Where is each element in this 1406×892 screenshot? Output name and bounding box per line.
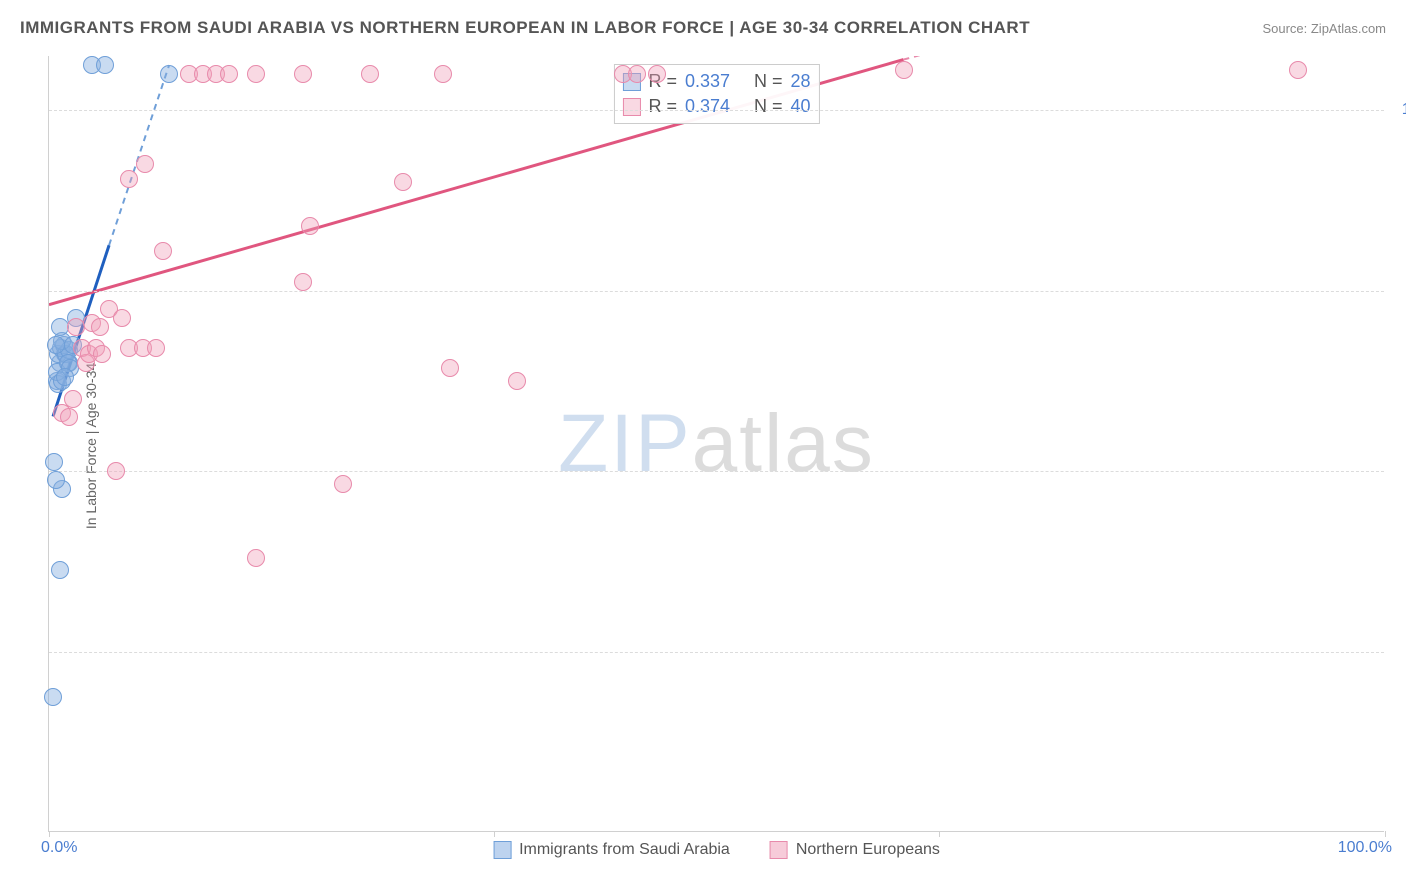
data-point-neuro [60,408,78,426]
data-point-neuro [120,170,138,188]
data-point-saudi [47,471,65,489]
trend-lines-svg [49,56,1384,831]
legend-n-value: 28 [791,71,811,92]
data-point-neuro [93,345,111,363]
data-point-neuro [294,65,312,83]
data-point-saudi [45,453,63,471]
data-point-neuro [113,309,131,327]
trend-dash-neuro [903,56,1384,60]
legend-swatch [493,841,511,859]
data-point-saudi [96,56,114,74]
data-point-neuro [220,65,238,83]
data-point-saudi [56,368,74,386]
bottom-legend-label: Northern Europeans [796,841,940,859]
gridline-h [49,652,1384,653]
data-point-neuro [64,390,82,408]
chart-title: IMMIGRANTS FROM SAUDI ARABIA VS NORTHERN… [20,18,1030,38]
gridline-h [49,471,1384,472]
bottom-legend-item: Northern Europeans [770,841,940,859]
data-point-neuro [895,61,913,79]
data-point-neuro [301,217,319,235]
data-point-neuro [136,155,154,173]
data-point-saudi [47,336,65,354]
data-point-neuro [648,65,666,83]
legend-r-label: R = [648,96,677,117]
watermark-atlas: atlas [692,398,875,489]
legend-n-value: 40 [791,96,811,117]
legend-swatch [770,841,788,859]
bottom-legend-item: Immigrants from Saudi Arabia [493,841,730,859]
source-label: Source: ZipAtlas.com [1262,21,1386,36]
data-point-saudi [160,65,178,83]
legend-n-label: N = [744,96,783,117]
gridline-h [49,291,1384,292]
series-legend: Immigrants from Saudi Arabia Northern Eur… [493,841,940,859]
watermark-zip: ZIP [558,398,692,489]
y-tick-label: 100.0% [1392,101,1406,119]
title-bar: IMMIGRANTS FROM SAUDI ARABIA VS NORTHERN… [20,18,1386,38]
data-point-neuro [361,65,379,83]
data-point-saudi [51,561,69,579]
legend-swatch-neuro [622,98,640,116]
legend-r-value: 0.374 [685,96,730,117]
data-point-neuro [434,65,452,83]
x-tick-min: 0.0% [41,839,77,857]
data-point-saudi [44,688,62,706]
plot-area: ZIPatlas R = 0.337 N = 28R = 0.374 N = 4… [48,56,1384,832]
tick-v [939,831,940,837]
data-point-neuro [91,318,109,336]
data-point-neuro [1289,61,1307,79]
data-point-neuro [508,372,526,390]
bottom-legend-label: Immigrants from Saudi Arabia [519,841,730,859]
x-tick-max: 100.0% [1338,839,1392,857]
y-tick-label: 80.0% [1392,462,1406,480]
y-tick-label: 90.0% [1392,282,1406,300]
legend-n-label: N = [744,71,783,92]
data-point-neuro [247,549,265,567]
trend-dash-saudi [109,65,169,245]
data-point-neuro [628,65,646,83]
watermark: ZIPatlas [558,397,875,491]
data-point-neuro [147,339,165,357]
tick-v [494,831,495,837]
tick-v [49,831,50,837]
data-point-neuro [394,173,412,191]
tick-v [1385,831,1386,837]
y-tick-label: 70.0% [1392,643,1406,661]
legend-r-value: 0.337 [685,71,730,92]
gridline-h [49,110,1384,111]
data-point-neuro [294,273,312,291]
data-point-neuro [441,359,459,377]
data-point-neuro [334,475,352,493]
data-point-neuro [154,242,172,260]
data-point-neuro [247,65,265,83]
legend-row-neuro: R = 0.374 N = 40 [622,94,810,119]
data-point-neuro [107,462,125,480]
